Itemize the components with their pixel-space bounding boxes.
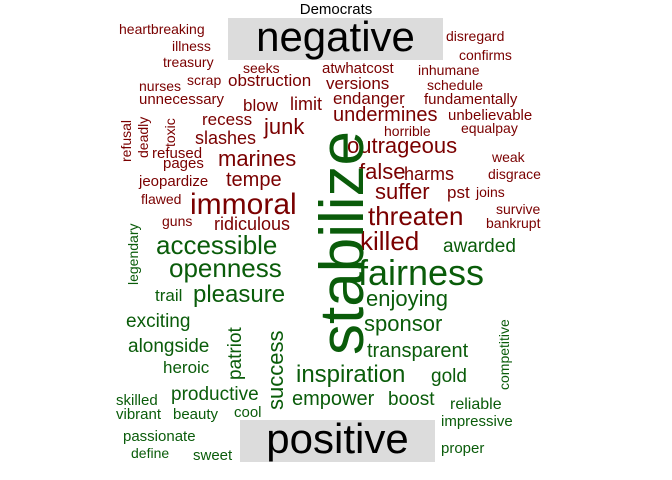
word-accessible: accessible: [156, 230, 278, 260]
positive-group-label: positive: [266, 415, 409, 462]
word-unnecessary: unnecessary: [139, 91, 225, 108]
word-false: false: [359, 159, 406, 184]
word-nurses: nurses: [139, 78, 182, 94]
word-flawed: flawed: [141, 191, 182, 207]
word-endanger: endanger: [333, 89, 405, 108]
word-jeopardize: jeopardize: [139, 173, 209, 190]
word-exciting: exciting: [126, 311, 191, 332]
word-reliable: reliable: [450, 396, 502, 413]
word-joins: joins: [476, 184, 505, 200]
word-sweet: sweet: [193, 447, 233, 464]
word-ridiculous: ridiculous: [214, 214, 291, 234]
word-define: define: [131, 445, 170, 461]
word-empower: empower: [292, 388, 375, 410]
word-trail: trail: [155, 286, 183, 305]
word-equalpay: equalpay: [461, 120, 518, 136]
word-vibrant: vibrant: [116, 406, 162, 423]
word-alongside: alongside: [128, 336, 210, 357]
word-productive: productive: [171, 384, 259, 405]
word-passionate: passionate: [123, 428, 196, 445]
word-guns: guns: [162, 213, 193, 229]
word-limit: limit: [290, 94, 322, 114]
word-illness: illness: [172, 38, 211, 54]
word-pst: pst: [447, 183, 470, 202]
word-fundamentally: fundamentally: [424, 91, 518, 108]
word-bankrupt: bankrupt: [486, 215, 541, 231]
word-enjoying: enjoying: [366, 286, 448, 311]
word-unbelievable: unbelievable: [448, 107, 533, 124]
word-pages: pages: [163, 155, 204, 172]
word-impressive: impressive: [441, 413, 513, 430]
word-disregard: disregard: [446, 28, 505, 44]
word-recess: recess: [202, 110, 253, 129]
word-suffer: suffer: [375, 179, 430, 204]
word-deadly: deadly: [135, 116, 151, 158]
word-blow: blow: [243, 96, 278, 115]
word-cool: cool: [234, 404, 262, 421]
word-heroic: heroic: [163, 358, 210, 377]
word-boost: boost: [388, 389, 435, 410]
word-inhumane: inhumane: [418, 62, 480, 78]
word-killed: killed: [360, 226, 420, 256]
word-harms: harms: [404, 164, 455, 184]
negative-label-box: [228, 18, 443, 60]
word-sponsor: sponsor: [364, 311, 443, 336]
word-toxic: toxic: [162, 118, 178, 147]
word-junk: junk: [264, 114, 305, 139]
word-beauty: beauty: [173, 406, 219, 423]
word-outrageous: outrageous: [347, 133, 458, 158]
word-versions: versions: [326, 74, 390, 93]
word-gold: gold: [431, 366, 467, 387]
word-success: success: [263, 330, 288, 410]
word-patriot: patriot: [225, 327, 246, 380]
word-refusal: refusal: [118, 119, 134, 162]
word-heartbreaking: heartbreaking: [119, 21, 205, 37]
negative-group-label: negative: [256, 13, 415, 60]
word-threaten: threaten: [368, 201, 464, 231]
word-competitive: competitive: [496, 319, 512, 390]
word-horrible: horrible: [384, 123, 431, 139]
word-obstruction: obstruction: [228, 71, 312, 90]
word-undermines: undermines: [333, 104, 438, 126]
word-legendary: legendary: [125, 223, 141, 286]
word-skilled: skilled: [116, 392, 158, 409]
word-confirms: confirms: [459, 47, 512, 63]
word-refused: refused: [152, 145, 203, 162]
word-pleasure: pleasure: [193, 281, 286, 308]
word-openness: openness: [169, 253, 282, 283]
word-inspiration: inspiration: [296, 361, 406, 388]
word-slashes: slashes: [195, 128, 257, 148]
word-treasury: treasury: [163, 54, 214, 70]
word-disgrace: disgrace: [488, 166, 541, 182]
word-atwhatcost: atwhatcost: [322, 60, 394, 77]
word-transparent: transparent: [367, 340, 469, 362]
word-awarded: awarded: [443, 236, 516, 257]
word-survive: survive: [496, 201, 541, 217]
word-seeks: seeks: [243, 60, 280, 76]
word-immoral: immoral: [190, 188, 297, 221]
word-scrap: scrap: [187, 72, 222, 88]
word-schedule: schedule: [427, 77, 484, 93]
word-tempe: tempe: [226, 169, 282, 191]
positive-label-box: [240, 420, 435, 462]
word-weak: weak: [492, 149, 525, 165]
word-proper: proper: [441, 440, 485, 457]
word-fairness: fairness: [358, 252, 485, 293]
chart-title: Democrats: [299, 1, 373, 18]
word-marines: marines: [218, 146, 297, 171]
